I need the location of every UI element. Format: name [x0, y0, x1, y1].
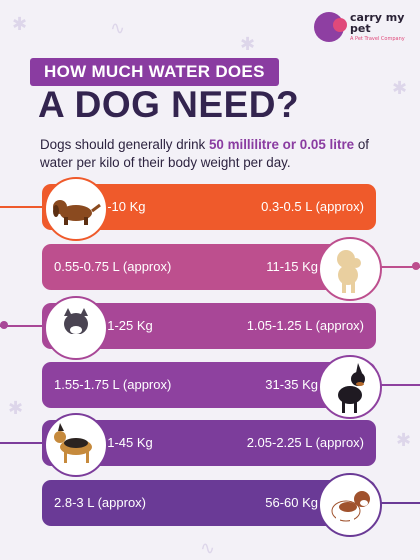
- title-line-1: HOW MUCH WATER DOES: [30, 58, 279, 86]
- connector-line: [0, 325, 50, 327]
- st-bernard-icon: [318, 473, 382, 537]
- squiggle-doodle-icon: ∿: [110, 18, 126, 39]
- paw-doodle-icon: ✱: [392, 78, 408, 99]
- row-weight: 41-45 Kg: [100, 435, 153, 450]
- paw-doodle-icon: ✱: [8, 398, 24, 419]
- row-water: 1.55-1.75 L (approx): [54, 377, 172, 392]
- row-water: 2.05-2.25 L (approx): [246, 435, 364, 450]
- poodle-icon: [318, 237, 382, 301]
- squiggle-doodle-icon: ∿: [200, 538, 216, 559]
- paw-doodle-icon: ✱: [240, 34, 256, 55]
- connector-line: [372, 502, 420, 504]
- row-water: 1.05-1.25 L (approx): [246, 318, 364, 333]
- row-weight: 56-60 Kg: [265, 495, 318, 510]
- intro-highlight: 50 millilitre or 0.05 litre: [208, 137, 355, 152]
- paw-doodle-icon: ✱: [12, 14, 28, 35]
- paw-doodle-icon: ✱: [396, 430, 412, 451]
- row-weight: 31-35 Kg: [265, 377, 318, 392]
- row-weight: 21-25 Kg: [100, 318, 153, 333]
- connector-line: [372, 266, 420, 268]
- dachshund-icon: [44, 177, 108, 241]
- brand-cat-dog-icon: [314, 12, 347, 42]
- connector-line: [0, 442, 50, 444]
- row-weight: 11-15 Kg: [266, 259, 318, 274]
- connector-dot: [412, 262, 420, 270]
- intro-before: Dogs should generally drink: [40, 137, 209, 152]
- row-water: 0.55-0.75 L (approx): [54, 259, 172, 274]
- brand-logo: carry my pet A Pet Travel Company: [314, 12, 410, 42]
- row-weight: 6-10 Kg: [100, 199, 146, 214]
- doberman-icon: [318, 355, 382, 419]
- connector-line: [372, 384, 420, 386]
- german-shepherd-icon: [44, 413, 108, 477]
- row-water: 2.8-3 L (approx): [54, 495, 147, 510]
- connector-dot: [0, 321, 8, 329]
- pitbull-icon: [44, 296, 108, 360]
- intro-after: of water per kilo of their body weight p…: [40, 137, 369, 170]
- row-water: 0.3-0.5 L (approx): [261, 199, 364, 214]
- intro-text: Dogs should generally drink 50 millilitr…: [40, 136, 400, 172]
- connector-line: [0, 206, 50, 208]
- brand-tagline: A Pet Travel Company: [350, 36, 405, 42]
- title-line-2: A DOG NEED?: [38, 84, 300, 125]
- brand-name: carry my pet: [350, 11, 405, 35]
